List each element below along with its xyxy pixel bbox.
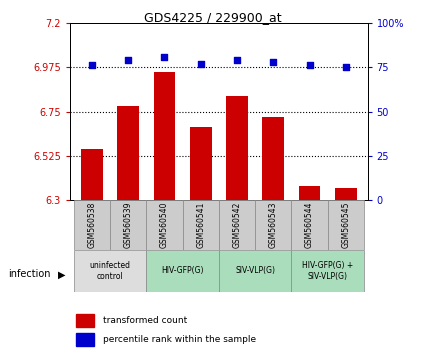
Text: transformed count: transformed count bbox=[103, 316, 187, 325]
Bar bbox=[255, 200, 292, 250]
Bar bbox=[183, 200, 219, 250]
Point bbox=[88, 63, 95, 68]
Bar bbox=[81, 149, 103, 200]
Text: GSM560541: GSM560541 bbox=[196, 201, 205, 248]
Text: GSM560544: GSM560544 bbox=[305, 201, 314, 248]
Text: GSM560545: GSM560545 bbox=[341, 201, 350, 248]
Text: infection: infection bbox=[8, 269, 51, 279]
Text: percentile rank within the sample: percentile rank within the sample bbox=[103, 335, 256, 344]
Text: GSM560540: GSM560540 bbox=[160, 201, 169, 248]
Bar bbox=[292, 200, 328, 250]
Bar bbox=[76, 333, 94, 346]
Bar bbox=[74, 250, 146, 292]
Bar bbox=[146, 200, 183, 250]
Bar bbox=[117, 105, 139, 200]
Bar bbox=[328, 200, 364, 250]
Text: HIV-GFP(G) +
SIV-VLP(G): HIV-GFP(G) + SIV-VLP(G) bbox=[302, 261, 353, 280]
Bar bbox=[219, 200, 255, 250]
Text: ▶: ▶ bbox=[58, 269, 65, 279]
Bar bbox=[299, 186, 320, 200]
Point bbox=[161, 54, 168, 59]
Text: GSM560539: GSM560539 bbox=[124, 201, 133, 248]
Bar bbox=[153, 72, 176, 200]
Point bbox=[270, 59, 277, 65]
Text: HIV-GFP(G): HIV-GFP(G) bbox=[162, 266, 204, 275]
Point bbox=[197, 61, 204, 67]
Bar bbox=[110, 200, 146, 250]
Bar bbox=[226, 96, 248, 200]
Bar bbox=[292, 250, 364, 292]
Bar bbox=[219, 250, 292, 292]
Point bbox=[234, 57, 241, 63]
Bar bbox=[146, 250, 219, 292]
Bar bbox=[74, 200, 110, 250]
Point bbox=[125, 57, 132, 63]
Point bbox=[343, 64, 349, 70]
Text: GDS4225 / 229900_at: GDS4225 / 229900_at bbox=[144, 11, 281, 24]
Text: uninfected
control: uninfected control bbox=[90, 261, 130, 280]
Bar bbox=[335, 188, 357, 200]
Text: GSM560538: GSM560538 bbox=[88, 201, 96, 248]
Bar bbox=[76, 314, 94, 327]
Text: SIV-VLP(G): SIV-VLP(G) bbox=[235, 266, 275, 275]
Bar bbox=[190, 127, 212, 200]
Bar bbox=[262, 118, 284, 200]
Point bbox=[306, 63, 313, 68]
Text: GSM560542: GSM560542 bbox=[232, 201, 241, 248]
Text: GSM560543: GSM560543 bbox=[269, 201, 278, 248]
